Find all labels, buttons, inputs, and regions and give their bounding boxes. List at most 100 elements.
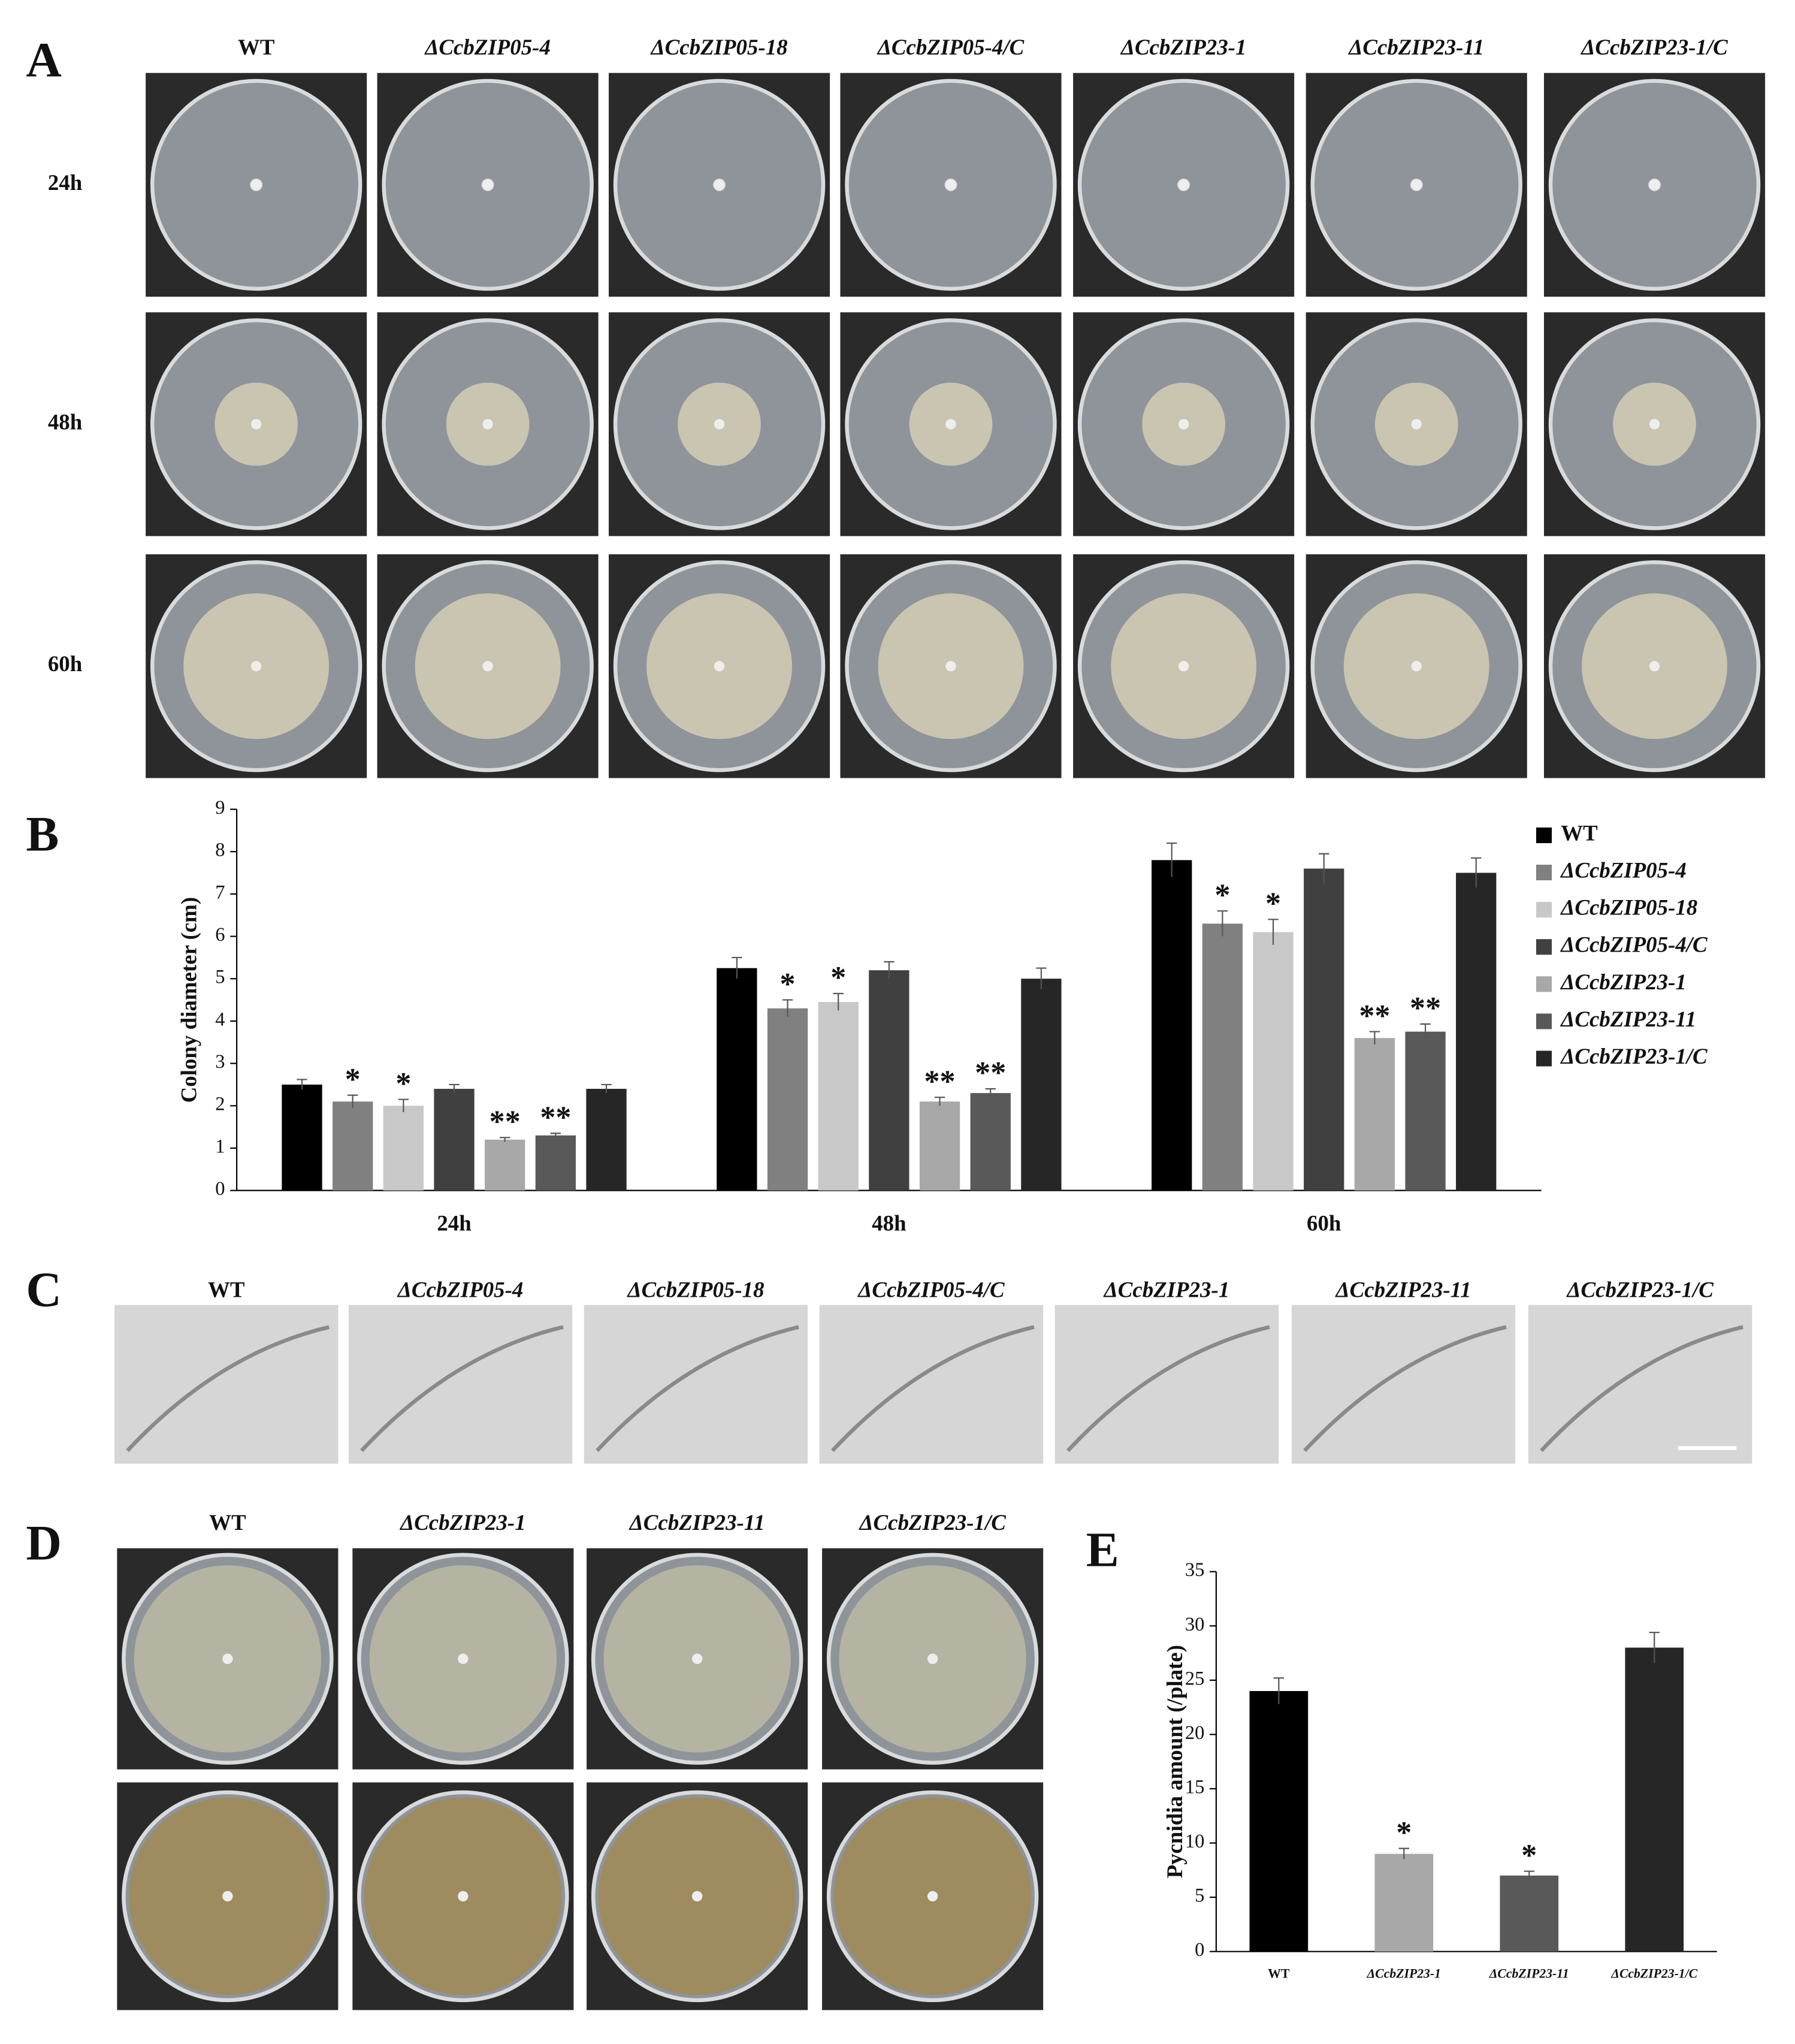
bar (1249, 1690, 1309, 1952)
y-tick-label: 15 (1185, 1776, 1205, 1798)
significance: * (1265, 887, 1281, 921)
bar (1152, 860, 1192, 1191)
legend-label: WT (1561, 820, 1598, 845)
inoculum (945, 179, 956, 191)
x-tick-label: WT (1268, 1967, 1290, 1981)
bar (1354, 1038, 1395, 1191)
inoculum (458, 1891, 469, 1902)
strain-label: ΔCcbZIP05-4 (424, 35, 551, 59)
inoculum (691, 1891, 703, 1902)
inoculum (714, 179, 725, 191)
hypha (596, 1325, 799, 1453)
bar (869, 970, 909, 1191)
strain-label: ΔCcbZIP05-4/C (857, 1277, 1005, 1302)
legend-swatch (1536, 902, 1552, 918)
bar (767, 1008, 808, 1191)
strain-label: WT (238, 35, 275, 59)
bar (485, 1139, 525, 1191)
bar (282, 1084, 322, 1191)
strain-label: ΔCcbZIP23-1/C (1580, 35, 1728, 59)
micrograph (114, 1305, 339, 1464)
significance: * (395, 1067, 411, 1101)
x-tick-label: 48h (872, 1211, 906, 1236)
hypha (1303, 1325, 1507, 1453)
y-axis-label: Colony diameter (cm) (177, 897, 202, 1103)
strain-label: ΔCcbZIP05-4/C (877, 35, 1025, 59)
inoculum (945, 661, 956, 672)
y-tick-label: 6 (215, 924, 225, 946)
inoculum (482, 179, 493, 191)
hypha (126, 1325, 330, 1453)
significance: * (830, 961, 846, 995)
legend-swatch (1536, 976, 1552, 992)
y-tick-label: 4 (215, 1009, 225, 1030)
bar (1021, 979, 1062, 1191)
hypha (831, 1325, 1035, 1453)
strain-label: ΔCcbZIP23-1 (1120, 35, 1247, 59)
hypha (1066, 1325, 1270, 1453)
bar (535, 1135, 576, 1191)
y-axis-label: Pycnidia amount (/plate) (1162, 1645, 1187, 1878)
strain-label: WT (208, 1277, 245, 1302)
hypha (360, 1325, 564, 1453)
legend-label: ΔCcbZIP23-11 (1560, 1007, 1696, 1031)
x-tick-label: 60h (1307, 1211, 1341, 1236)
y-tick-label: 20 (1185, 1722, 1205, 1744)
x-tick-label: ΔCcbZIP23-1 (1367, 1967, 1441, 1981)
y-tick-label: 5 (1195, 1885, 1204, 1907)
inoculum (222, 1653, 233, 1664)
strain-label: ΔCcbZIP23-1/C (858, 1510, 1006, 1535)
inoculum (222, 1891, 233, 1902)
hypha (1540, 1325, 1743, 1453)
bar (1625, 1647, 1684, 1952)
inoculum (691, 1653, 703, 1664)
strain-label: ΔCcbZIP23-1/C (1566, 1277, 1714, 1302)
inoculum (482, 419, 493, 430)
significance: ** (975, 1056, 1006, 1090)
bar (1500, 1875, 1559, 1952)
bar (333, 1101, 373, 1191)
significance: * (1521, 1838, 1537, 1873)
bar (1202, 923, 1243, 1191)
strain-label: ΔCcbZIP23-11 (1335, 1277, 1471, 1302)
y-tick-label: 2 (215, 1094, 225, 1115)
legend-swatch (1536, 827, 1552, 843)
y-tick-label: 7 (215, 881, 225, 903)
bar (383, 1106, 424, 1191)
inoculum (458, 1653, 469, 1664)
bar (1304, 868, 1344, 1191)
strain-label: ΔCcbZIP23-1 (1103, 1277, 1230, 1302)
significance: ** (489, 1105, 521, 1139)
significance: * (345, 1062, 361, 1097)
significance: * (1396, 1816, 1412, 1850)
x-tick-label: ΔCcbZIP23-1/C (1610, 1967, 1697, 1981)
time-label: 48h (48, 409, 82, 434)
inoculum (1649, 661, 1660, 672)
y-tick-label: 35 (1185, 1559, 1205, 1581)
inoculum (1649, 419, 1660, 430)
micrograph (1054, 1305, 1279, 1464)
legend-label: ΔCcbZIP05-18 (1560, 895, 1697, 920)
inoculum (927, 1653, 938, 1664)
inoculum (1178, 661, 1189, 672)
y-tick-label: 5 (215, 967, 225, 988)
inoculum (251, 419, 262, 430)
y-tick-label: 0 (1195, 1939, 1204, 1961)
panel-label: E (1086, 1521, 1119, 1577)
inoculum (251, 661, 262, 672)
micrograph (819, 1305, 1044, 1464)
y-tick-label: 9 (215, 797, 225, 819)
inoculum (1649, 179, 1660, 191)
bar (586, 1089, 627, 1191)
micrograph (348, 1305, 573, 1464)
inoculum (482, 661, 493, 672)
inoculum (1178, 419, 1189, 430)
micrograph (1291, 1305, 1516, 1464)
inoculum (927, 1891, 938, 1902)
legend-swatch (1536, 1050, 1552, 1067)
bar (1405, 1031, 1446, 1191)
y-tick-label: 1 (215, 1136, 225, 1157)
inoculum (1411, 419, 1422, 430)
micrograph (1528, 1305, 1752, 1464)
